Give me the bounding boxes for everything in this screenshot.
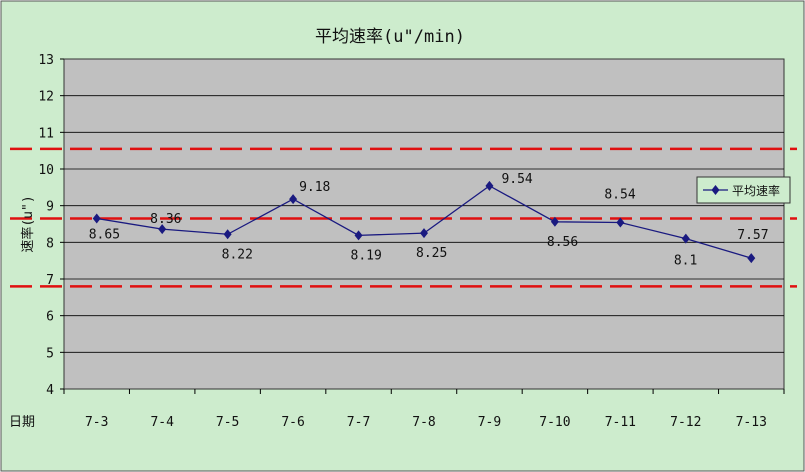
x-tick-label: 7-10 [539,415,570,430]
legend: 平均速率 [696,176,791,204]
x-tick-label: 7-4 [150,415,174,430]
x-tick-label: 7-13 [736,415,767,430]
data-point [354,230,363,241]
y-tick-label: 7 [46,273,54,288]
y-axis-label: 速率(u") [20,195,36,252]
series-markers [92,180,756,264]
data-label: 8.22 [222,247,253,262]
y-tick-label: 9 [46,200,54,215]
data-label: 8.65 [89,228,120,243]
data-point [616,217,625,228]
plot-area [63,58,785,390]
data-point [92,213,101,224]
data-label: 8.25 [416,246,447,261]
data-point [681,233,690,244]
y-tick-label: 11 [38,126,54,141]
data-point [485,180,494,191]
x-tick-label: 7-12 [670,415,701,430]
y-tick-labels: 4 5 6 7 8 9 10 11 12 13 [38,53,54,398]
x-tick-label: 7-6 [281,415,304,430]
data-label: 8.54 [604,188,635,203]
x-tick-label: 7-5 [216,415,239,430]
x-tick-label: 7-8 [412,415,435,430]
y-tick-label: 6 [46,310,54,325]
y-tick-label: 4 [46,383,54,398]
data-point [747,253,756,264]
grid [60,58,785,394]
data-label: 8.19 [351,248,382,263]
data-label: 9.18 [299,180,330,195]
data-point [158,224,167,235]
data-label: 7.57 [737,228,768,243]
data-point [289,194,298,205]
x-tick-label: 7-9 [478,415,501,430]
x-tick-label: 7-3 [85,415,108,430]
data-label: 8.1 [674,254,697,269]
data-label: 9.54 [501,172,532,187]
x-tick-label: 7-11 [605,415,636,430]
x-tick-label: 7-7 [347,415,370,430]
data-point [550,216,559,227]
chart-title: 平均速率(u"/min) [315,27,465,47]
y-tick-label: 13 [38,53,54,68]
y-tick-label: 10 [38,163,54,178]
data-label: 8.36 [150,212,181,227]
data-labels: 8.65 8.36 8.22 9.18 8.19 8.25 9.54 8.56 8.54 8.1 7… [89,172,769,269]
data-label: 8.56 [547,235,578,250]
legend-label: 平均速率 [732,183,780,198]
data-point [223,229,232,240]
y-tick-label: 8 [46,236,54,251]
legend-marker [711,185,720,195]
data-point [420,228,428,239]
y-tick-label: 5 [46,346,54,361]
x-tick-labels: 7-3 7-4 7-5 7-6 7-7 7-8 7-9 7-10 7-11 7-12 7-13 [85,415,767,430]
y-tick-label: 12 [38,90,54,105]
reference-lines [10,147,797,288]
x-axis-label: 日期 [9,415,35,430]
